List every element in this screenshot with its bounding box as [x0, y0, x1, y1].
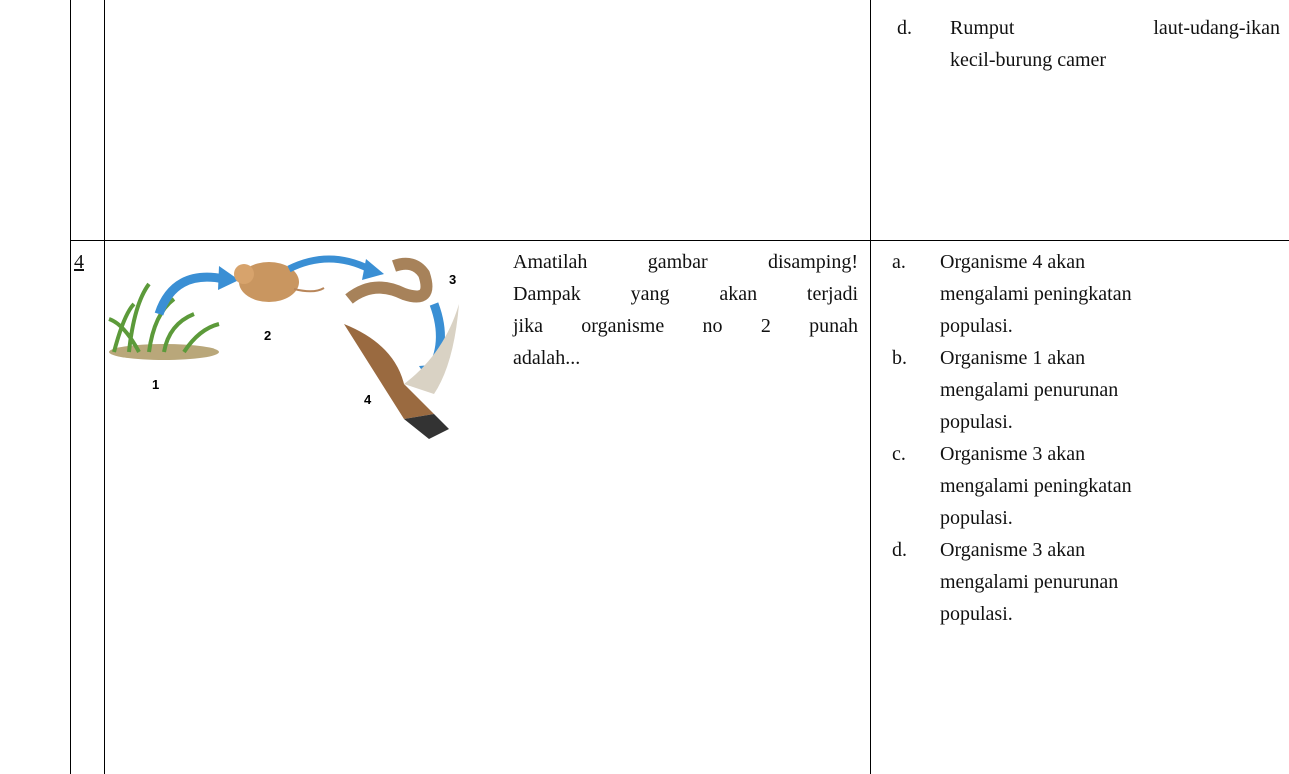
option-text: kecil-burung camer: [950, 49, 1107, 71]
option-text: populasi.: [940, 507, 1013, 529]
option-text: Organisme 1 akan: [940, 347, 1086, 369]
arrow-head: [218, 266, 239, 290]
option-text: mengalami penurunan: [940, 571, 1119, 593]
option-label: d.: [892, 539, 907, 561]
option-text: populasi.: [940, 603, 1013, 625]
figure-label: 1: [152, 377, 159, 392]
figure-label: 3: [449, 272, 456, 287]
border: [870, 0, 871, 774]
option-text: Organisme 3 akan: [940, 443, 1086, 465]
option-text: populasi.: [940, 315, 1013, 337]
border: [70, 240, 1289, 241]
snake: [345, 257, 433, 304]
option-label: c.: [892, 443, 906, 465]
question-text: Dampak yang akan terjadi: [513, 283, 858, 305]
question-number: 4: [74, 251, 84, 273]
grass: [108, 282, 220, 360]
border: [104, 0, 105, 774]
option-text: populasi.: [940, 411, 1013, 433]
option-text: mengalami penurunan: [940, 379, 1119, 401]
arrow: [154, 272, 225, 316]
border: [70, 0, 71, 774]
option-text: Organisme 4 akan: [940, 251, 1086, 273]
eagle: [344, 304, 459, 439]
option-label: d.: [897, 17, 912, 39]
figure-label: 4: [364, 392, 372, 407]
option-label: a.: [892, 251, 906, 273]
question-text: adalah...: [513, 347, 581, 369]
mouse: [234, 262, 325, 302]
option-text: Organisme 3 akan: [940, 539, 1086, 561]
question-text: jika organisme no 2 punah: [513, 315, 858, 337]
arrow-head: [362, 259, 384, 280]
arrow: [287, 255, 371, 273]
figure-label: 2: [264, 328, 271, 343]
option-text: mengalami peningkatan: [940, 475, 1132, 497]
option-label: b.: [892, 347, 907, 369]
food-chain-figure: 1 2 3 4: [108, 255, 459, 439]
option-text: Rumput laut-udang-ikan: [950, 17, 1280, 39]
option-text: mengalami peningkatan: [940, 283, 1132, 305]
question-text: Amatilah gambar disamping!: [513, 251, 858, 273]
